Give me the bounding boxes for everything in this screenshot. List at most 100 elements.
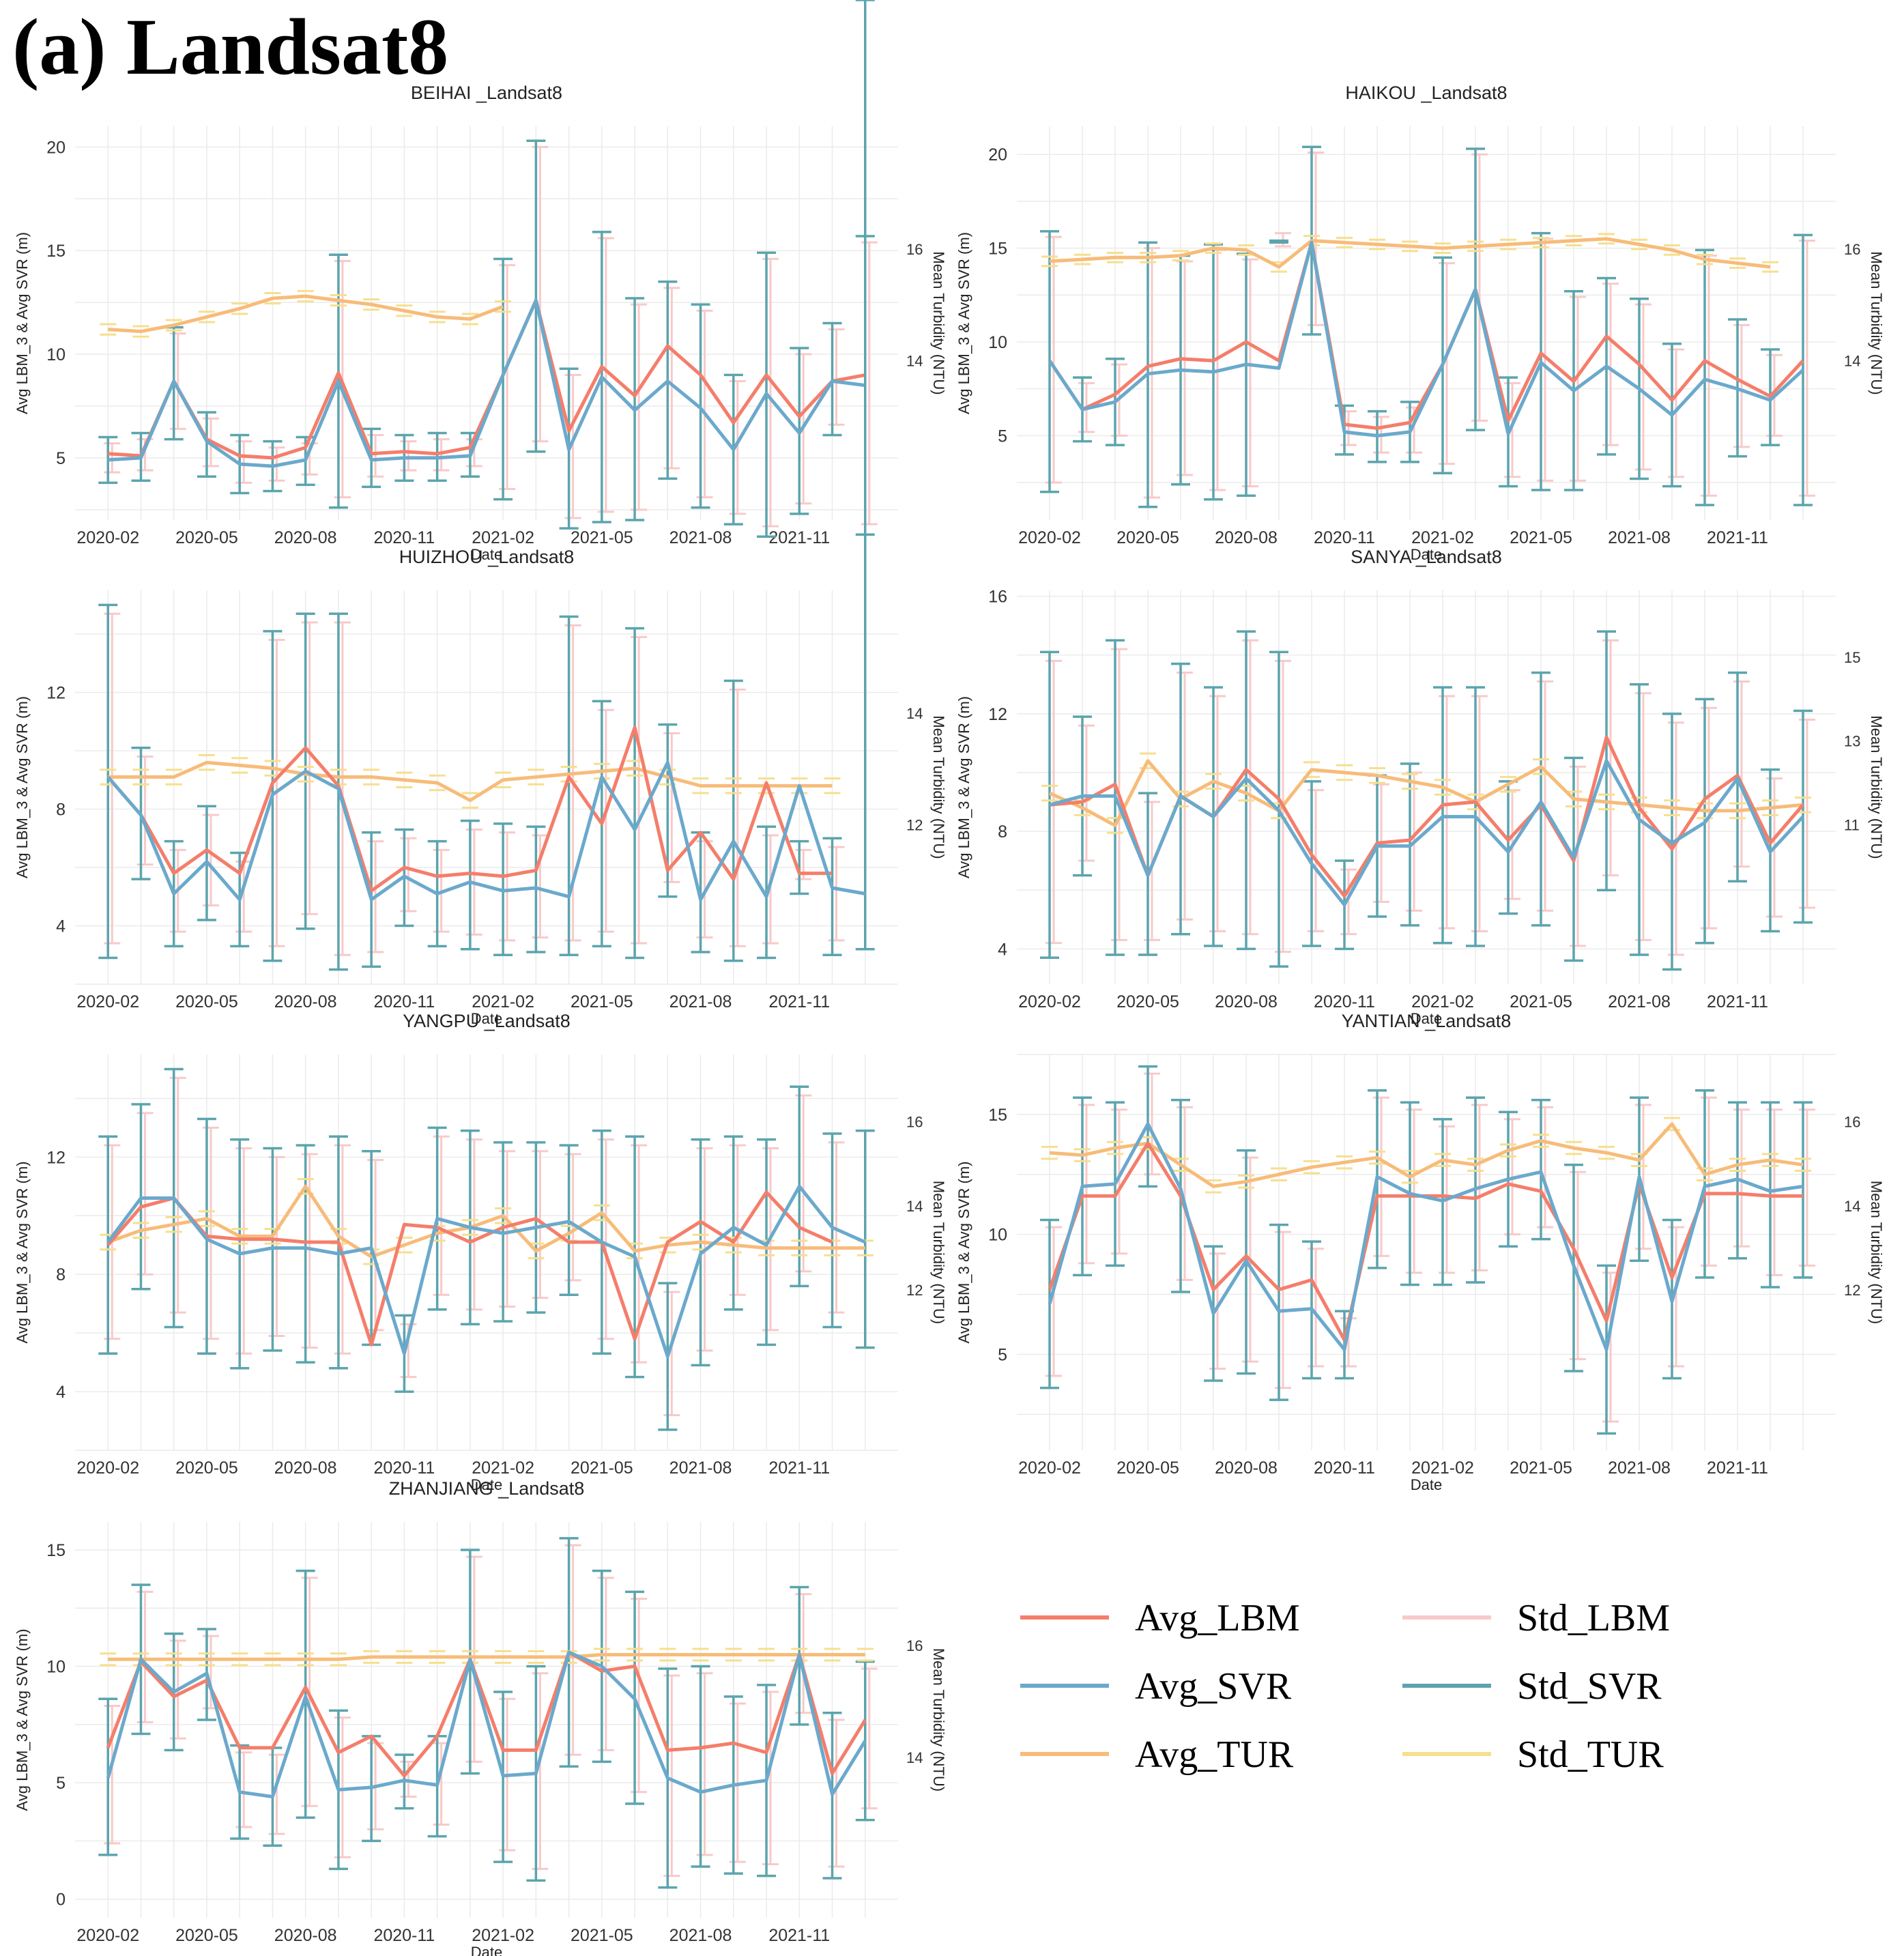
x-tick-label: 2020-08: [1215, 528, 1278, 547]
x-tick-label: 2021-08: [1608, 992, 1671, 1011]
y-axis-label: Avg LBM_3 & Avg SVR (m): [14, 232, 31, 414]
chart-panel-6: YANTIAN _Landsat8 5 10 15 12 14 16 2020-02 2020-…: [955, 1011, 1885, 1493]
chart-title: SANYA _Landsat8: [1351, 547, 1502, 567]
x-tick-label: 2021-02: [472, 1458, 534, 1478]
x-tick-label: 2021-08: [669, 992, 732, 1011]
x-axis-label: Date: [1411, 546, 1442, 563]
chart-title: HAIKOU _Landsat8: [1345, 83, 1507, 103]
x-tick-label: 2020-05: [175, 992, 238, 1011]
x-tick-label: 2021-08: [669, 1458, 732, 1478]
y2-tick-label: 16: [1844, 1114, 1860, 1131]
y-axis-label: Avg LBM_3 & Avg SVR (m): [14, 696, 31, 878]
avg-svr-line: [1048, 1122, 1804, 1351]
chart-panel-4: SANYA _Landsat8 4 8 12 16 11 13 15 2020-02 2020-0…: [955, 547, 1885, 1027]
x-tick-label: 2021-08: [1608, 528, 1671, 547]
y-tick-label: 12: [46, 684, 66, 703]
avg-tur-line: [1048, 759, 1804, 827]
x-tick-label: 2021-11: [768, 992, 830, 1011]
y2-tick-label: 14: [906, 1749, 923, 1766]
y2-tick-label: 14: [1844, 352, 1860, 369]
x-tick-label: 2021-05: [571, 1926, 633, 1945]
y-tick-label: 5: [998, 1345, 1007, 1364]
x-tick-label: 2020-02: [1018, 1458, 1081, 1478]
x-tick-label: 2021-02: [472, 992, 534, 1011]
y-tick-label: 15: [988, 240, 1007, 259]
x-tick-label: 2021-05: [1510, 992, 1572, 1011]
x-tick-label: 2020-05: [175, 1458, 238, 1478]
avg-lbm-line: [106, 725, 833, 893]
y2-tick-label: 16: [906, 241, 923, 258]
x-tick-label: 2021-02: [472, 528, 534, 547]
y-tick-label: 4: [56, 917, 66, 936]
y-tick-label: 4: [998, 940, 1007, 959]
y-tick-label: 20: [46, 138, 66, 157]
avg-svr-line: [106, 1650, 867, 1799]
x-tick-label: 2020-05: [1116, 528, 1179, 547]
x-tick-label: 2020-05: [175, 528, 238, 547]
x-tick-label: 2021-02: [472, 1926, 534, 1945]
x-tick-label: 2020-11: [373, 1458, 435, 1478]
x-tick-label: 2021-05: [571, 528, 633, 547]
y-tick-label: 5: [56, 449, 66, 468]
y2-axis-label: Mean Turbidity (NTU): [1868, 1181, 1885, 1324]
avg-svr-line: [106, 760, 866, 902]
y-tick-label: 16: [988, 588, 1007, 607]
x-axis-label: Date: [1411, 1010, 1442, 1027]
y2-tick-label: 15: [1844, 649, 1860, 666]
chart-title: YANTIAN _Landsat8: [1342, 1011, 1512, 1031]
x-tick-label: 2020-11: [373, 992, 435, 1011]
x-tick-label: 2021-11: [768, 1926, 830, 1945]
x-tick-label: 2021-02: [1411, 528, 1474, 547]
x-tick-label: 2020-11: [1314, 528, 1375, 547]
x-tick-label: 2020-08: [1215, 992, 1278, 1011]
x-tick-label: 2020-08: [274, 1926, 337, 1945]
avg-tur-line: [1049, 237, 1771, 269]
y-axis-label: Avg LBM_3 & Avg SVR (m): [955, 696, 972, 878]
x-tick-label: 2020-11: [373, 1926, 435, 1945]
x-axis-label: Date: [471, 1476, 502, 1493]
avg-tur-line: [108, 294, 504, 334]
x-tick-label: 2020-02: [76, 528, 139, 547]
y-tick-label: 5: [998, 427, 1007, 446]
x-tick-label: 2021-11: [1707, 528, 1768, 547]
x-tick-label: 2020-05: [1116, 992, 1179, 1011]
y2-axis-label: Mean Turbidity (NTU): [930, 1181, 947, 1324]
y2-axis-label: Mean Turbidity (NTU): [930, 251, 947, 394]
x-tick-label: 2020-02: [1018, 992, 1081, 1011]
y-axis-label: Avg LBM_3 & Avg SVR (m): [14, 1629, 31, 1811]
x-tick-label: 2021-11: [1707, 992, 1768, 1011]
x-tick-label: 2020-02: [76, 1926, 139, 1945]
avg-tur-line: [1049, 1122, 1804, 1188]
x-tick-label: 2020-02: [76, 1458, 139, 1478]
y2-tick-label: 16: [1844, 241, 1860, 258]
avg-lbm-line: [1049, 735, 1804, 898]
x-tick-label: 2021-05: [571, 1458, 633, 1478]
avg-tur-line: [107, 1184, 865, 1259]
avg-tur-line: [108, 760, 833, 803]
avg-svr-line: [1048, 240, 1804, 437]
avg-lbm-line: [106, 1650, 867, 1778]
y-tick-label: 10: [46, 345, 66, 364]
x-tick-label: 2021-11: [1707, 1458, 1768, 1478]
y2-tick-label: 14: [906, 705, 923, 722]
legend-label-std-lbm: Std_LBM: [1517, 1597, 1670, 1639]
chart-panel-7: ZHANJIANG _Landsat8 0 5 10 15 14 16 2020-02 2020…: [14, 1478, 947, 1956]
x-tick-label: 2021-05: [571, 992, 633, 1011]
x-tick-label: 2021-02: [1411, 992, 1474, 1011]
chart-title: BEIHAI _Landsat8: [411, 83, 562, 103]
chart-title: ZHANJIANG _Landsat8: [389, 1478, 585, 1499]
y2-tick-label: 12: [1844, 1282, 1860, 1299]
y2-tick-label: 14: [1844, 1198, 1860, 1215]
avg-lbm-line: [108, 298, 866, 460]
y-tick-label: 15: [46, 1541, 66, 1560]
x-tick-label: 2021-11: [768, 1458, 830, 1478]
chart-title: HUIZHOU _Landsat8: [399, 547, 575, 567]
x-axis-label: Date: [471, 1010, 502, 1027]
y-tick-label: 10: [988, 333, 1007, 352]
legend-label-avg-tur: Avg_TUR: [1135, 1734, 1294, 1776]
legend: Avg_LBM Avg_SVR Avg_TUR Std_LBM Std_SVR Std_T…: [1020, 1597, 1670, 1776]
chart-panel-1: BEIHAI _Landsat8 5 10 15 20 14 16 2020-02 2020-0…: [14, 83, 947, 563]
y2-axis-label: Mean Turbidity (NTU): [930, 1648, 947, 1792]
avg-svr-line: [106, 1184, 866, 1358]
